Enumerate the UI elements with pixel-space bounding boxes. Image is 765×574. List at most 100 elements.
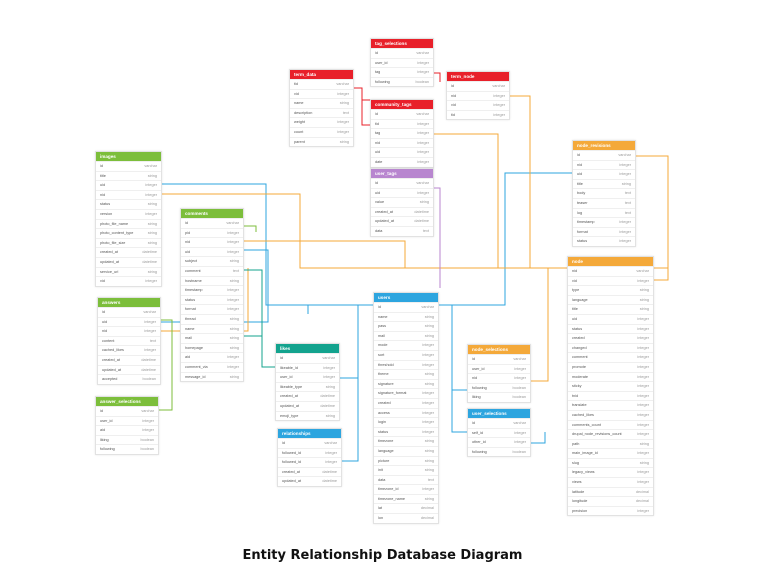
field-type: string bbox=[639, 307, 649, 312]
field-type: decimal bbox=[420, 516, 434, 521]
field-row: liking boolean bbox=[96, 434, 158, 445]
table-header: user_tags bbox=[371, 169, 433, 178]
field-type: integer bbox=[493, 93, 505, 98]
field-name: timestamp bbox=[185, 288, 203, 293]
field-name: comment_via bbox=[185, 364, 208, 369]
table-images[interactable]: images id varchar title string uid integer nid i… bbox=[95, 151, 162, 287]
field-name: likeable_id bbox=[280, 365, 298, 370]
field-row: id varchar bbox=[371, 178, 433, 188]
field-type: integer bbox=[323, 365, 335, 370]
field-row: threshold integer bbox=[374, 359, 438, 370]
field-name: drupal_node_revisions_count bbox=[572, 432, 622, 437]
field-row: pass string bbox=[374, 321, 438, 331]
table-likes[interactable]: likes id varchar likeable_id integer user_id i… bbox=[275, 343, 340, 422]
field-row: nid integer bbox=[96, 189, 161, 200]
field-name: value bbox=[375, 200, 385, 205]
field-row: updated_at datetime bbox=[276, 400, 339, 411]
field-type: integer bbox=[637, 470, 649, 475]
table-header: node_selections bbox=[468, 345, 530, 354]
table-user-selections[interactable]: user_selections id varchar self_id integer ot… bbox=[467, 408, 531, 458]
field-name: following bbox=[472, 449, 487, 454]
table-header: community_tags bbox=[371, 100, 433, 109]
table-answers[interactable]: answers id varchar uid integer nid integer cont… bbox=[97, 297, 161, 385]
field-row: moderate integer bbox=[568, 371, 653, 382]
field-type: integer bbox=[637, 432, 649, 437]
table-tag-selections[interactable]: tag_selections id varchar user_id integer tag… bbox=[370, 38, 434, 88]
field-type: integer bbox=[142, 418, 154, 423]
field-name: promote bbox=[572, 364, 586, 369]
relationship-connector bbox=[160, 193, 567, 269]
relationship-connector bbox=[437, 172, 572, 306]
table-header: tag_selections bbox=[371, 39, 433, 48]
table-node-selections[interactable]: node_selections id varchar user_id integer ni… bbox=[467, 344, 531, 403]
table-relationships[interactable]: relationships id varchar followed_id integer… bbox=[277, 428, 342, 487]
field-row: tag integer bbox=[371, 67, 433, 77]
relationship-connector bbox=[352, 87, 370, 126]
field-name: following bbox=[472, 385, 487, 390]
field-type: varchar bbox=[141, 409, 154, 413]
field-row: tid varchar bbox=[290, 79, 353, 89]
field-name: id bbox=[280, 356, 283, 360]
field-name: uid bbox=[577, 172, 583, 177]
field-row: status integer bbox=[573, 236, 635, 246]
field-row: status string bbox=[96, 199, 161, 209]
field-name: mode bbox=[378, 343, 388, 348]
table-header: node bbox=[568, 257, 653, 266]
field-row: status integer bbox=[568, 323, 653, 334]
field-type: varchar bbox=[618, 153, 631, 157]
table-node[interactable]: node nid varchar vid integer type string langua… bbox=[567, 256, 654, 517]
field-row: mail string bbox=[374, 330, 438, 341]
relationship-connector bbox=[338, 305, 359, 379]
field-name: id bbox=[102, 310, 105, 314]
table-community-tags[interactable]: community_tags id varchar tid integer tag inte… bbox=[370, 99, 434, 168]
table-node-revisions[interactable]: node_revisions id varchar nid integer uid inte… bbox=[572, 140, 636, 247]
field-row: content text bbox=[98, 335, 160, 346]
field-type: datetime bbox=[141, 357, 156, 362]
field-type: integer bbox=[637, 374, 649, 379]
field-name: nid bbox=[185, 240, 191, 245]
table-answer-selections[interactable]: answer_selections id varchar user_id integer… bbox=[95, 396, 159, 455]
field-row: title string bbox=[573, 178, 635, 189]
field-type: integer bbox=[325, 450, 337, 455]
field-type: string bbox=[147, 173, 157, 178]
relationship-connector bbox=[157, 319, 173, 411]
field-name: access bbox=[378, 410, 390, 415]
field-row: language string bbox=[568, 294, 653, 305]
table-header: images bbox=[96, 152, 161, 161]
field-row: comments_count integer bbox=[568, 419, 653, 430]
field-type: integer bbox=[514, 430, 526, 435]
field-name: following bbox=[100, 447, 115, 452]
field-type: integer bbox=[422, 352, 434, 357]
field-name: id bbox=[100, 409, 103, 413]
field-type: string bbox=[424, 439, 434, 444]
field-type: string bbox=[229, 326, 239, 331]
field-type: boolean bbox=[140, 437, 154, 442]
field-name: vid bbox=[572, 278, 577, 283]
field-name: thread bbox=[185, 316, 196, 321]
relationship-connector bbox=[432, 133, 499, 268]
field-type: integer bbox=[142, 428, 154, 433]
field-type: string bbox=[147, 221, 157, 226]
field-type: integer bbox=[417, 121, 429, 126]
table-term-data[interactable]: term_data tid varchar vid integer name string d… bbox=[289, 69, 354, 148]
field-type: integer bbox=[227, 355, 239, 360]
relationship-connector bbox=[242, 249, 269, 305]
field-type: integer bbox=[619, 239, 631, 244]
table-term-node[interactable]: term_node id varchar nid integer vid integer ti… bbox=[446, 71, 510, 121]
field-type: string bbox=[639, 288, 649, 293]
field-row: id varchar bbox=[278, 438, 341, 448]
field-row: self_id integer bbox=[468, 427, 530, 438]
table-comments[interactable]: comments id varchar pid integer nid integer uid… bbox=[180, 208, 244, 383]
field-name: hostname bbox=[185, 278, 202, 283]
field-type: string bbox=[229, 345, 239, 350]
field-row: id varchar bbox=[468, 354, 530, 364]
field-name: nid bbox=[102, 329, 108, 334]
field-name: legacy_views bbox=[572, 470, 595, 475]
relationship-connector bbox=[529, 267, 567, 382]
field-name: picture bbox=[378, 458, 390, 463]
field-type: integer bbox=[422, 343, 434, 348]
table-users[interactable]: users id varchar name string pass string mail st… bbox=[373, 292, 439, 524]
table-user-tags[interactable]: user_tags id varchar uid integer value string c… bbox=[370, 168, 434, 237]
